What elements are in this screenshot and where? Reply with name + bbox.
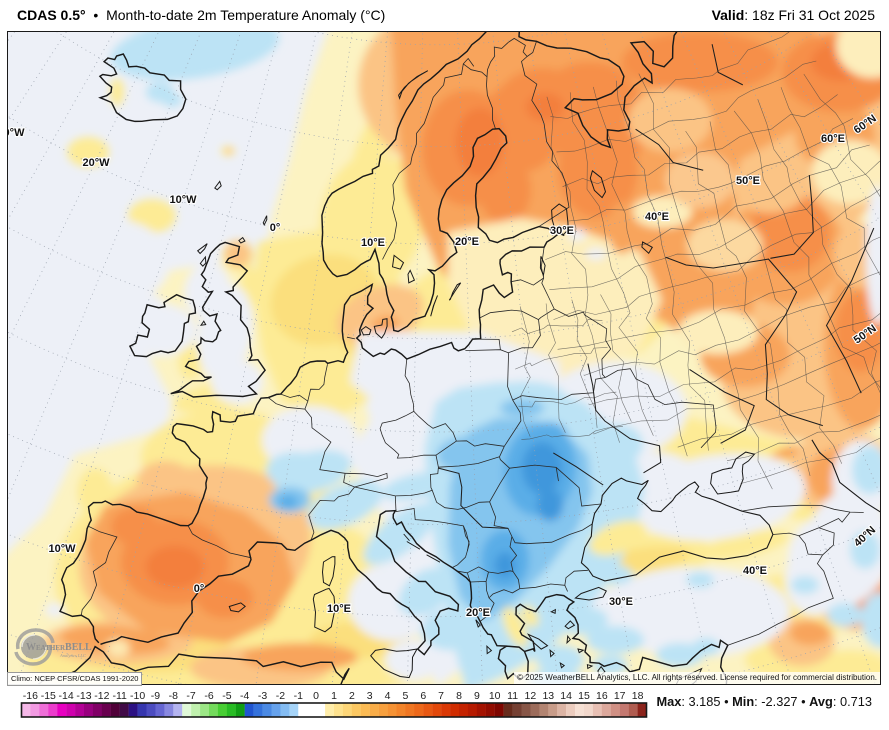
svg-text:20°E: 20°E (455, 236, 479, 248)
svg-text:40°E: 40°E (743, 565, 767, 577)
svg-text:Analytics LLC: Analytics LLC (59, 653, 87, 658)
svg-text:WEATHERBELL: WEATHERBELL (26, 642, 92, 653)
svg-text:50°E: 50°E (736, 175, 760, 187)
svg-text:20°E: 20°E (466, 607, 490, 619)
svg-text:0°: 0° (270, 222, 281, 234)
svg-text:10°W: 10°W (169, 194, 197, 206)
svg-text:60°E: 60°E (821, 133, 845, 145)
svg-text:20°W: 20°W (82, 157, 110, 169)
svg-text:30°E: 30°E (550, 225, 574, 237)
svg-text:30°E: 30°E (609, 596, 633, 608)
svg-text:10°E: 10°E (327, 603, 351, 615)
svg-text:10°E: 10°E (361, 237, 385, 249)
svg-text:40°E: 40°E (645, 211, 669, 223)
svg-text:0°: 0° (194, 583, 205, 595)
svg-text:10°W: 10°W (48, 543, 76, 555)
svg-text:0°W: 0°W (7, 127, 25, 139)
